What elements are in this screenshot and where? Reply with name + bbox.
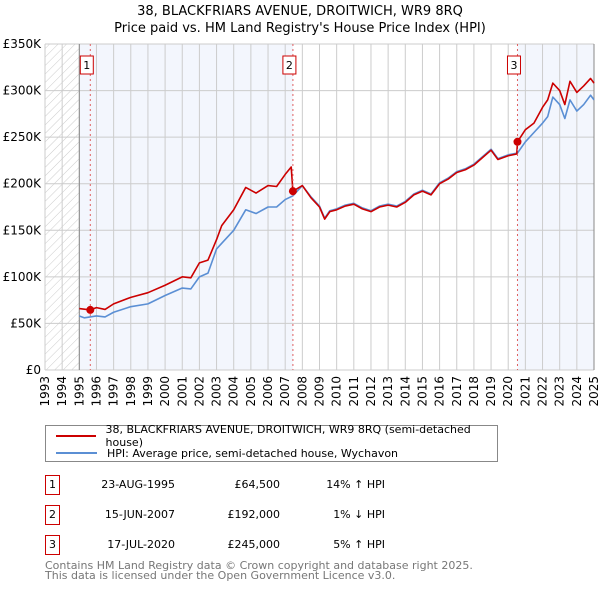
legend-label: 38, BLACKFRIARS AVENUE, DROITWICH, WR9 8… [105, 423, 471, 449]
sale-hpi-diff: 5% ↑ HPI [333, 538, 385, 551]
x-tick-label: 1995 [72, 376, 86, 407]
table-row: 2 15-JUN-2007 £192,000 1% ↓ HPI [45, 505, 465, 525]
y-tick-label: £50K [10, 316, 42, 330]
x-tick-label: 2010 [330, 376, 344, 407]
x-tick-label: 2020 [501, 376, 515, 407]
y-tick-label: £350K [3, 37, 43, 51]
sale-label: 1 [83, 59, 90, 72]
sale-date: 17-JUL-2020 [107, 538, 175, 551]
sale-label-box [282, 55, 297, 75]
sale-label: 2 [286, 59, 293, 72]
x-tick-label: 2005 [244, 376, 258, 407]
legend: 38, BLACKFRIARS AVENUE, DROITWICH, WR9 8… [45, 423, 498, 462]
legend-item-property: 38, BLACKFRIARS AVENUE, DROITWICH, WR9 8… [56, 423, 497, 449]
table-row: 1 23-AUG-1995 £64,500 14% ↑ HPI [45, 475, 465, 495]
x-tick-label: 2018 [467, 376, 481, 407]
y-tick-label: £100K [3, 270, 43, 284]
x-tick-label: 2011 [347, 376, 361, 407]
x-tick-label: 2009 [313, 376, 327, 407]
footer-licence: This data is licensed under the Open Gov… [45, 569, 396, 582]
y-tick-label: £150K [3, 223, 43, 237]
legend-label: HPI: Average price, semi-detached house,… [107, 446, 399, 460]
sale-point [86, 305, 95, 314]
table-row: 3 17-JUL-2020 £245,000 5% ↑ HPI [45, 535, 465, 555]
sale-label-box [506, 55, 521, 75]
sale-point [513, 137, 522, 146]
x-tick-label: 2003 [210, 376, 224, 407]
sale-number: 2 [45, 505, 60, 525]
x-tick-label: 2006 [261, 376, 275, 407]
sale-price: £245,000 [227, 538, 281, 551]
x-tick-label: 2013 [381, 376, 395, 407]
x-tick-label: 2016 [433, 376, 447, 407]
title-line: 38, BLACKFRIARS AVENUE, DROITWICH, WR9 8… [137, 4, 463, 19]
legend-item-hpi: HPI: Average price, semi-detached house,… [56, 445, 398, 461]
footer: Contains HM Land Registry data © Crown c… [45, 559, 473, 582]
x-tick-label: 1993 [38, 376, 52, 407]
x-tick-label: 2015 [415, 376, 429, 407]
sale-number: 3 [45, 535, 60, 555]
sale-number: 1 [45, 475, 60, 495]
footer-copyright: Contains HM Land Registry data © Crown c… [45, 559, 473, 572]
x-tick-label: 2024 [570, 376, 584, 407]
sale-hpi-diff: 1% ↓ HPI [333, 508, 385, 521]
x-tick-label: 2022 [536, 376, 550, 407]
x-tick-label: 2017 [450, 376, 464, 407]
legend-swatch-red [56, 435, 96, 437]
y-tick-label: £0 [26, 363, 41, 377]
price-paid-line [79, 77, 595, 311]
x-tick-label: 1994 [55, 376, 69, 407]
x-tick-label: 2019 [484, 376, 498, 407]
x-tick-label: 2008 [295, 376, 309, 407]
y-tick-label: £300K [3, 84, 43, 98]
x-tick-label: 2002 [192, 376, 206, 407]
x-tick-label: 2021 [518, 376, 532, 407]
sale-label: 3 [510, 59, 517, 72]
subtitle-line: Price paid vs. HM Land Registry's House … [114, 21, 486, 36]
x-tick-label: 1998 [124, 376, 138, 407]
legend-swatch-blue [56, 452, 97, 454]
sale-price: £64,500 [234, 478, 281, 491]
x-tick-label: 2001 [175, 376, 189, 407]
x-tick-label: 1996 [89, 376, 103, 407]
x-tick-label: 2012 [364, 376, 378, 407]
y-tick-label: £250K [3, 130, 43, 144]
sale-point [288, 187, 297, 196]
sale-date: 15-JUN-2007 [104, 508, 175, 521]
x-tick-label: 2000 [158, 376, 172, 407]
y-tick-label: £200K [3, 177, 43, 191]
shaded-region [79, 44, 293, 370]
x-tick-label: 1999 [141, 376, 155, 407]
sale-date: 23-AUG-1995 [101, 478, 175, 491]
x-tick-label: 2004 [227, 376, 241, 407]
shaded-region [517, 44, 594, 370]
sale-price: £192,000 [227, 508, 281, 521]
x-tick-label: 2025 [587, 376, 600, 407]
sale-hpi-diff: 14% ↑ HPI [326, 478, 385, 491]
hpi-line [79, 94, 595, 319]
x-tick-label: 2007 [278, 376, 292, 407]
x-tick-label: 2023 [553, 376, 567, 407]
x-tick-label: 2014 [398, 376, 412, 407]
sale-label-box [79, 55, 94, 75]
chart-title: 38, BLACKFRIARS AVENUE, DROITWICH, WR9 8… [0, 3, 600, 37]
x-tick-label: 1997 [107, 376, 121, 407]
